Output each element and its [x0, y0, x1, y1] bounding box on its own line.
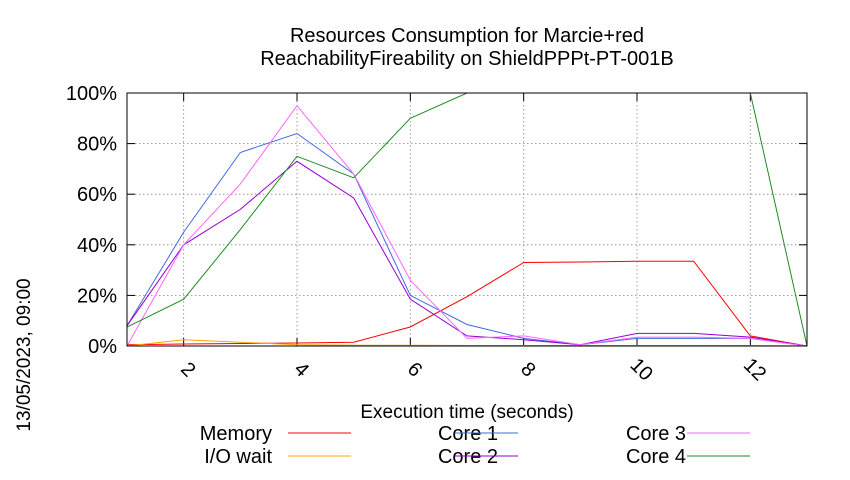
- grid-lines: [127, 93, 807, 346]
- series-line-core-4: [126, 92, 808, 347]
- x-tick-label: 4: [290, 358, 313, 381]
- legend-label: I/O wait: [204, 446, 272, 468]
- legend-label: Core 2: [438, 446, 498, 468]
- chart-title-line2: ReachabilityFireability on ShieldPPPt-PT…: [260, 48, 674, 70]
- legend-label: Core 3: [626, 423, 686, 445]
- legend-label: Core 1: [438, 423, 498, 445]
- x-tick-label: 8: [516, 358, 539, 381]
- axes: 0% 20% 40% 60% 80% 100% 2 4 6 8 10 12: [66, 83, 807, 385]
- series-lines: [126, 92, 808, 347]
- x-axis-label: Execution time (seconds): [360, 402, 573, 423]
- series-line-core-3: [126, 104, 808, 347]
- x-tick-label: 6: [403, 358, 426, 381]
- y-tick-label: 20%: [77, 285, 117, 307]
- y-tick-label: 40%: [77, 235, 117, 257]
- legend: Memory Core 1 Core 3 I/O wait Core 2 Core 4: [200, 423, 750, 468]
- chart-title-line1: Resources Consumption for Marcie+red: [290, 25, 644, 47]
- plot-border: [126, 92, 808, 347]
- plot-frame: [126, 92, 808, 347]
- series-line-memory: [126, 260, 808, 347]
- series-line-core-2: [126, 160, 808, 347]
- y-tick-label: 60%: [77, 184, 117, 206]
- y-tick-label: 80%: [77, 134, 117, 156]
- legend-label: Core 4: [626, 446, 686, 468]
- y-tick-label: 0%: [88, 336, 117, 358]
- series-line-i-o-wait: [126, 339, 808, 347]
- legend-label: Memory: [200, 423, 272, 445]
- x-tick-label: 10: [626, 354, 657, 385]
- y-tick-label: 100%: [66, 83, 117, 105]
- series-line-core-1: [126, 132, 808, 347]
- x-tick-label: 2: [176, 358, 199, 381]
- x-tick-label: 12: [739, 354, 770, 385]
- timestamp-label: 13/05/2023, 09:00: [14, 278, 35, 431]
